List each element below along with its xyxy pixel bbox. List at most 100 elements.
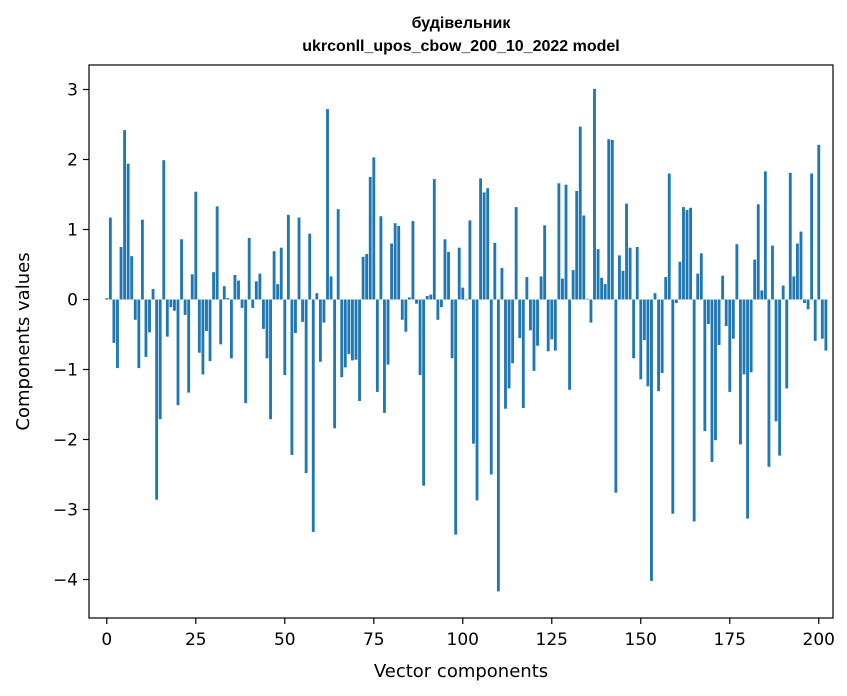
- bar-160: [674, 299, 678, 303]
- bar-67: [343, 299, 347, 368]
- bar-65: [336, 209, 340, 300]
- bar-7: [130, 256, 134, 300]
- bar-142: [610, 139, 614, 300]
- bar-53: [294, 299, 297, 334]
- bar-164: [689, 207, 693, 300]
- bar-46: [269, 299, 272, 420]
- bar-167: [699, 253, 703, 300]
- bar-79: [386, 299, 390, 365]
- bar-151: [642, 299, 646, 341]
- bar-82: [397, 226, 401, 300]
- bar-55: [301, 299, 305, 322]
- bar-137: [593, 88, 596, 300]
- bar-71: [358, 299, 361, 401]
- bar-105: [479, 178, 483, 300]
- bar-68: [347, 299, 351, 355]
- x-tick-label: 175: [714, 630, 746, 650]
- bar-30: [212, 272, 216, 300]
- bar-33: [222, 286, 226, 300]
- y-tick-label: −1: [53, 361, 78, 381]
- bar-192: [788, 172, 792, 300]
- y-tick-label: −2: [53, 431, 78, 451]
- bar-103: [472, 299, 475, 444]
- bar-181: [749, 299, 753, 373]
- bar-193: [792, 276, 796, 300]
- bar-2: [112, 299, 116, 343]
- bar-171: [714, 299, 717, 441]
- bar-98: [454, 299, 458, 535]
- bar-13: [151, 289, 155, 300]
- bar-166: [696, 273, 700, 300]
- bar-27: [201, 299, 205, 375]
- bar-120: [532, 299, 536, 371]
- bar-179: [742, 299, 746, 375]
- bar-78: [383, 299, 386, 413]
- bar-42: [254, 281, 258, 300]
- bar-198: [810, 173, 814, 300]
- bar-1: [108, 217, 112, 300]
- bar-170: [710, 299, 714, 462]
- bar-157: [664, 277, 668, 300]
- bar-72: [361, 256, 365, 300]
- bar-12: [148, 299, 151, 333]
- bar-36: [233, 275, 237, 300]
- bar-139: [600, 277, 604, 300]
- bar-41: [251, 299, 255, 308]
- bar-22: [183, 299, 187, 315]
- bar-90: [425, 296, 429, 300]
- bar-0: [105, 298, 109, 300]
- x-tick-label: 100: [447, 630, 479, 650]
- bar-119: [528, 299, 532, 331]
- y-tick-label: −4: [53, 571, 78, 591]
- bar-83: [400, 299, 404, 320]
- bar-108: [489, 299, 493, 475]
- bar-45: [265, 299, 269, 359]
- bar-113: [507, 299, 511, 389]
- bar-32: [219, 299, 223, 345]
- bar-131: [571, 270, 575, 300]
- bar-197: [806, 299, 810, 310]
- bar-10: [140, 219, 144, 300]
- bar-114: [511, 299, 515, 364]
- bar-70: [354, 299, 358, 360]
- bar-183: [756, 204, 760, 300]
- bar-4: [119, 247, 123, 300]
- bar-172: [717, 299, 721, 345]
- bar-8: [133, 299, 137, 320]
- bar-47: [272, 251, 276, 300]
- bar-51: [286, 214, 290, 300]
- bar-62: [326, 109, 329, 300]
- y-tick-label: 0: [67, 291, 78, 311]
- bar-130: [568, 299, 571, 390]
- bar-115: [514, 207, 518, 300]
- x-tick-label: 200: [803, 630, 835, 650]
- bar-126: [553, 299, 557, 351]
- bar-87: [415, 299, 418, 304]
- bar-148: [632, 299, 636, 359]
- bar-86: [411, 221, 415, 300]
- bar-17: [165, 299, 169, 337]
- bar-190: [781, 285, 785, 300]
- x-tick-label: 0: [101, 630, 112, 650]
- bar-23: [187, 299, 191, 393]
- bar-21: [180, 239, 183, 300]
- bar-75: [372, 157, 376, 300]
- bar-6: [126, 163, 130, 300]
- bar-140: [603, 284, 607, 300]
- bar-125: [550, 299, 554, 340]
- x-axis-label: Vector components: [374, 661, 548, 682]
- bar-169: [706, 299, 710, 324]
- bar-145: [621, 270, 625, 300]
- bar-127: [557, 183, 561, 300]
- bar-61: [322, 299, 326, 323]
- bar-178: [739, 299, 742, 445]
- bar-43: [258, 273, 262, 300]
- bar-97: [450, 299, 454, 359]
- bar-107: [486, 188, 490, 300]
- bar-184: [760, 290, 764, 300]
- bar-25: [194, 191, 198, 300]
- bar-185: [763, 171, 767, 300]
- bar-194: [795, 243, 799, 300]
- bar-9: [137, 299, 141, 369]
